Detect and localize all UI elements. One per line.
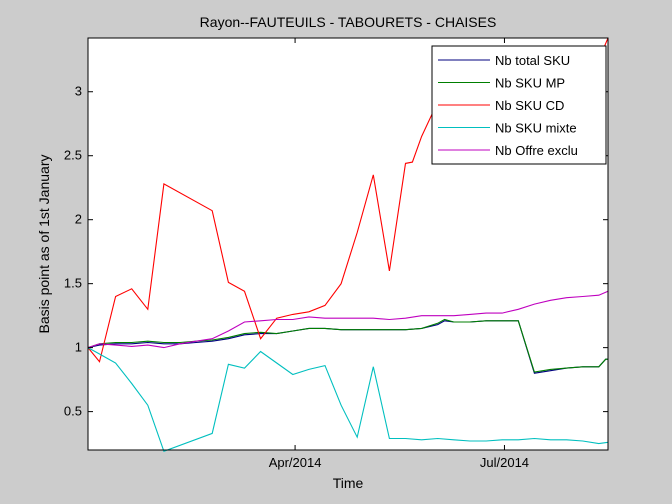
y-tick-label: 2 (75, 212, 82, 227)
legend-label-1: Nb SKU MP (495, 76, 565, 91)
y-tick-label: 1 (75, 340, 82, 355)
series-line-3 (87, 347, 609, 453)
y-tick-label: 3 (75, 84, 82, 99)
y-tick-label: 1.5 (64, 276, 82, 291)
axes-box (87, 37, 609, 451)
y-tick-label: 2.5 (64, 148, 82, 163)
legend-label-0: Nb total SKU (495, 53, 570, 68)
x-tick-label: Jul/2014 (480, 455, 529, 470)
series-line-1 (87, 318, 608, 373)
chart-title: Rayon--FAUTEUILS - TABOURETS - CHAISES (200, 14, 497, 30)
legend-box (431, 45, 607, 165)
y-tick-label: 0.5 (64, 404, 82, 419)
x-axis-label: Time (333, 475, 364, 491)
legend-label-2: Nb SKU CD (495, 98, 564, 113)
legend: Nb total SKU Nb SKU MP Nb SKU CD Nb SKU mix… (431, 45, 607, 165)
legend-label-4: Nb Offre exclu (495, 143, 578, 158)
y-axis-label: Basis point as of 1st January (36, 155, 52, 334)
legend-label-3: Nb SKU mixte (495, 121, 577, 136)
series-line-4 (87, 290, 609, 349)
x-tick-label: Apr/2014 (269, 455, 322, 470)
